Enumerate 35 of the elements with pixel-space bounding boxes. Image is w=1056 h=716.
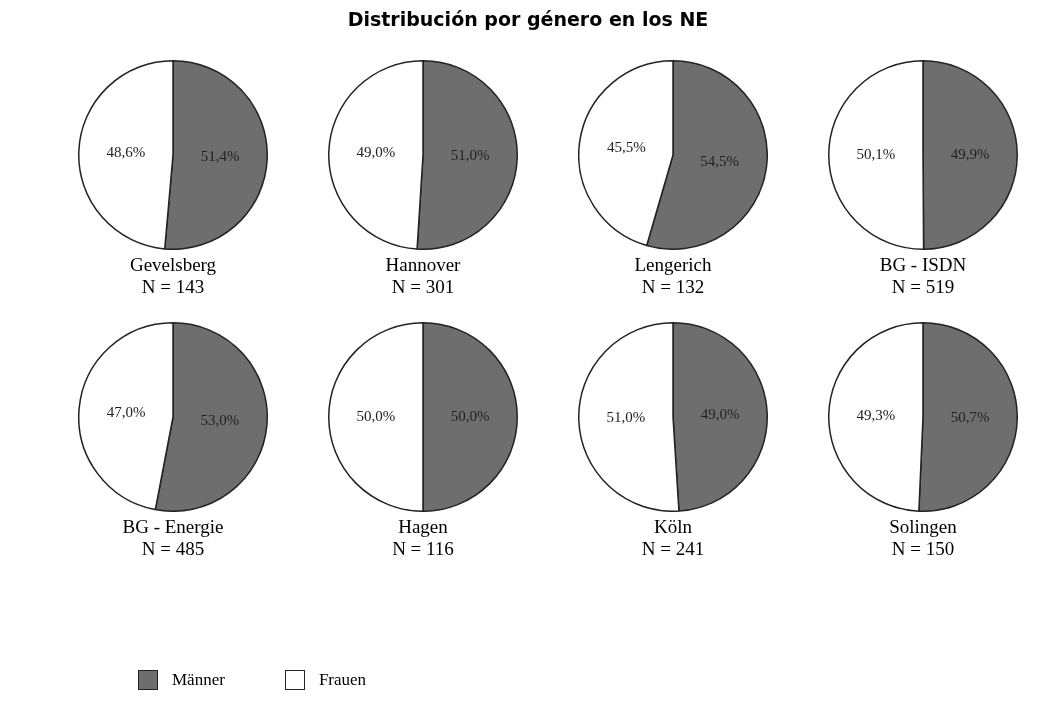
text: N = 116 [391, 538, 455, 560]
data-label: 51,0% [450, 147, 490, 164]
text: Köln [653, 516, 693, 538]
text: N = 485 [140, 538, 206, 560]
data-label: 50,0% [356, 407, 396, 424]
data-label: 53,0% [200, 412, 240, 429]
data-label: 45,5% [606, 139, 646, 156]
text: N = 241 [640, 538, 706, 560]
data-label: 49,9% [950, 145, 990, 162]
text: N = 143 [140, 276, 206, 298]
text: Hagen [397, 516, 449, 538]
data-label: 48,6% [106, 143, 146, 160]
data-label: 50,1% [856, 146, 896, 163]
text: BG - Energie [121, 516, 225, 538]
text: Hannover [384, 254, 462, 276]
text: BG - ISDN [878, 254, 968, 276]
text: Distribución por género en los NE [346, 8, 710, 30]
legend-label: Männer [172, 670, 225, 690]
data-label: 51,4% [200, 148, 240, 165]
text: Gevelsberg [128, 254, 218, 276]
text: N = 519 [890, 276, 956, 298]
data-label: 49,0% [700, 406, 740, 423]
data-label: 49,0% [356, 144, 396, 161]
data-label: 50,0% [450, 407, 490, 424]
data-label: 49,3% [856, 406, 896, 423]
data-label: 51,0% [606, 409, 646, 426]
text: Solingen [888, 516, 958, 538]
data-label: 47,0% [106, 403, 146, 420]
text: N = 301 [390, 276, 456, 298]
data-label: 54,5% [700, 152, 740, 169]
text: N = 132 [640, 276, 706, 298]
text: Lengerich [633, 254, 713, 276]
legend-label: Frauen [318, 670, 367, 690]
text: N = 150 [890, 538, 956, 560]
data-label: 50,7% [950, 408, 990, 425]
